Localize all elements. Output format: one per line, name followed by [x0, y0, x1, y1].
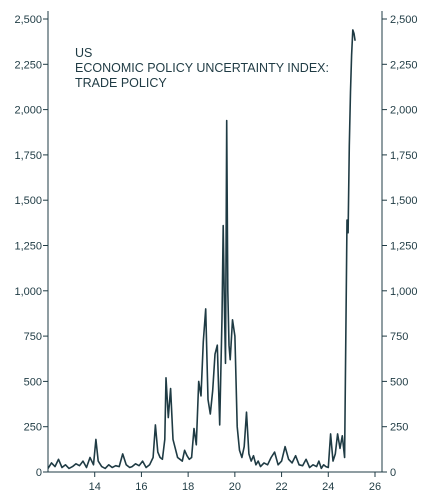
- y-tick-label-left: 1,750: [14, 150, 42, 162]
- left-axis: 0 250 500 750 1,000 1,250 1,500 1,750 2,000 2,250…: [14, 14, 48, 479]
- y-tick-label-right: 500: [390, 376, 408, 388]
- y-tick-label-left: 2,500: [14, 14, 42, 26]
- x-tick-label: 24: [322, 481, 334, 493]
- y-tick-label-left: 750: [24, 331, 42, 343]
- x-tick-label: 16: [135, 481, 147, 493]
- y-tick-label-left: 1,250: [14, 241, 42, 253]
- y-tick-label-right: 2,000: [390, 105, 418, 117]
- y-tick-label-left: 1,500: [14, 195, 42, 207]
- x-tick-label: 14: [89, 481, 101, 493]
- chart-title: US ECONOMIC POLICY UNCERTAINTY INDEX: TR…: [75, 46, 329, 90]
- y-tick-label-right: 1,250: [390, 241, 418, 253]
- y-tick-label-right: 750: [390, 331, 408, 343]
- y-tick-label-right: 2,500: [390, 14, 418, 26]
- x-tick-label: 18: [182, 481, 194, 493]
- y-tick-label-left: 250: [24, 422, 42, 434]
- x-tick-label: 26: [369, 481, 381, 493]
- title-line-3: TRADE POLICY: [75, 76, 167, 90]
- title-line-2: ECONOMIC POLICY UNCERTAINTY INDEX:: [75, 61, 329, 75]
- x-axis: 14 16 18 20 22 24 26: [89, 472, 381, 493]
- series-line: [47, 29, 356, 470]
- y-tick-label-right: 0: [390, 467, 396, 479]
- y-tick-label-right: 250: [390, 422, 408, 434]
- y-tick-label-right: 1,750: [390, 150, 418, 162]
- y-tick-label-left: 500: [24, 376, 42, 388]
- y-tick-label-right: 1,500: [390, 195, 418, 207]
- title-line-1: US: [75, 46, 92, 60]
- y-tick-label-left: 2,250: [14, 59, 42, 71]
- y-tick-label-left: 2,000: [14, 105, 42, 117]
- y-tick-label-right: 2,250: [390, 59, 418, 71]
- x-tick-label: 20: [229, 481, 241, 493]
- y-tick-label-left: 0: [36, 467, 42, 479]
- x-tick-label: 22: [275, 481, 287, 493]
- y-tick-label-right: 1,000: [390, 286, 418, 298]
- right-axis: 0 250 500 750 1,000 1,250 1,500 1,750 2,000 2,250…: [382, 14, 418, 479]
- y-tick-label-left: 1,000: [14, 286, 42, 298]
